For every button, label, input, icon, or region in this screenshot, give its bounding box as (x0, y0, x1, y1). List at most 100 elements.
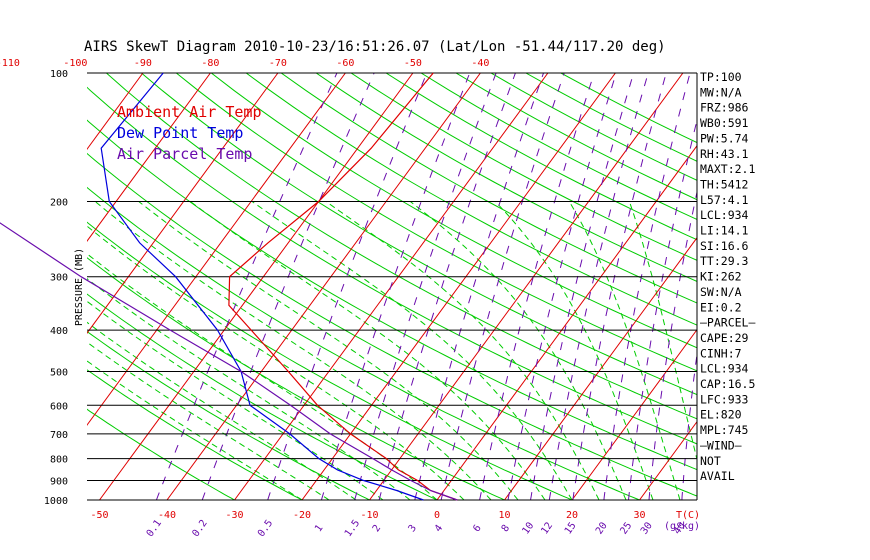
top-temp-tick-label: -50 (404, 58, 422, 69)
dry-adiabat-line (245, 73, 697, 326)
isotherm-line (369, 73, 684, 500)
mixing-ratio-tick-label: 20 (594, 520, 610, 536)
isotherm-line (0, 73, 8, 500)
index-value: L57:4.1 (700, 193, 749, 207)
dry-adiabat-line (87, 257, 505, 500)
index-value: SW:N/A (700, 285, 742, 299)
moist-adiabat-line (409, 201, 627, 500)
bottom-temp-tick-label: 0 (434, 510, 440, 521)
mixing-ratio-tick-label: 30 (639, 520, 655, 536)
index-value: NOT (700, 454, 721, 468)
legend-entry: Ambient Air Temp (117, 103, 262, 121)
isotherm-line (99, 73, 414, 500)
mixing-ratio-unit-label: (g/kg) (664, 521, 700, 532)
dry-adiabat-line (87, 152, 697, 497)
index-value: TP:100 (700, 70, 742, 84)
mixing-ratio-tick-label: 3 (407, 523, 419, 534)
mixing-ratio-tick-label: 6 (471, 523, 483, 534)
pressure-tick-label: 600 (50, 401, 68, 412)
index-value: —WIND— (700, 438, 742, 452)
index-value: CINH:7 (700, 346, 742, 360)
pressure-tick-label: 900 (50, 477, 68, 488)
bottom-temp-tick-label: -30 (225, 510, 243, 521)
isotherm-line (166, 73, 481, 500)
mixing-ratio-line (628, 118, 697, 500)
mixing-ratio-line (648, 189, 697, 500)
dry-adiabat-line (210, 73, 697, 349)
index-value: WB0:591 (700, 116, 749, 130)
series-line (228, 72, 458, 501)
isotherm-line (504, 236, 697, 500)
mixing-ratio-tick-label: 4 (433, 523, 445, 534)
index-value: LCL:934 (700, 362, 749, 376)
dry-adiabat-line (315, 73, 697, 283)
mixing-ratio-line (155, 73, 338, 500)
index-value: PW:5.74 (700, 131, 749, 145)
dry-adiabat-line (525, 73, 697, 162)
legend-entry: Dew Point Temp (117, 124, 243, 142)
mixing-ratio-tick-label: 10 (520, 520, 536, 536)
index-value: MAXT:2.1 (700, 162, 755, 176)
pressure-tick-label: 200 (50, 198, 68, 209)
index-value: MPL:745 (700, 423, 748, 437)
isotherm-line (842, 73, 870, 500)
moist-adiabat-line (87, 360, 303, 500)
moist-adiabat-line (568, 201, 681, 500)
index-value: LFC:933 (700, 392, 749, 406)
pressure-tick-label: 1000 (44, 496, 68, 507)
index-value: KI:262 (700, 270, 742, 284)
bottom-temp-tick-label: -40 (158, 510, 176, 521)
top-temp-tick-label: -90 (134, 58, 152, 69)
dry-adiabat-line (350, 73, 697, 261)
moist-adiabat-line (94, 201, 492, 500)
index-value: TH:5412 (700, 177, 748, 191)
isotherm-line (87, 73, 144, 151)
pressure-tick-label: 300 (50, 273, 68, 284)
dry-adiabat-line (490, 73, 697, 181)
moist-adiabat-line (87, 253, 438, 500)
dry-adiabat-line (87, 119, 697, 471)
top-temp-tick-label: -110 (0, 58, 20, 69)
dry-adiabat-line (87, 221, 573, 500)
top-temp-tick-label: -100 (63, 58, 87, 69)
dry-adiabat-line (106, 73, 697, 420)
index-value: —PARCEL— (700, 316, 755, 330)
dry-adiabat-line (87, 86, 697, 445)
dry-adiabat-line (141, 73, 697, 396)
index-value: LI:14.1 (700, 224, 749, 238)
legend-entry: Air Parcel Temp (117, 145, 252, 163)
mixing-ratio-tick-label: 1.5 (343, 518, 362, 539)
dry-adiabat-line (280, 73, 697, 304)
isotherm-line (301, 73, 616, 500)
mixing-ratio-tick-label: 25 (618, 520, 634, 536)
mixing-ratio-line (572, 73, 667, 500)
index-value: SI:16.6 (700, 239, 749, 253)
index-value: TT:29.3 (700, 254, 749, 268)
index-value: RH:43.1 (700, 147, 749, 161)
mixing-ratio-line (530, 73, 635, 500)
series-line (0, 222, 458, 501)
series-layer (0, 72, 458, 501)
mixing-ratio-tick-label: 15 (563, 520, 579, 536)
dry-adiabat-line (87, 369, 303, 500)
top-temp-tick-label: -40 (471, 58, 489, 69)
mixing-ratio-line (479, 73, 595, 500)
mixing-ratio-line (267, 73, 428, 500)
index-value: FRZ:986 (700, 101, 749, 115)
isotherm-line (87, 73, 346, 426)
mixing-ratio-tick-label: 0.5 (256, 518, 275, 539)
bottom-temp-tick-label: 20 (566, 510, 578, 521)
isotherm-line (775, 73, 870, 500)
y-axis-label: PRESSURE (MB) (74, 248, 85, 326)
pressure-tick-label: 500 (50, 368, 68, 379)
mixing-ratio-line (320, 73, 471, 500)
bottom-temp-tick-label: -10 (360, 510, 378, 521)
isotherm-line (87, 73, 211, 242)
pressure-tick-label: 700 (50, 430, 68, 441)
chart-title: AIRS SkewT Diagram 2010-10-23/16:51:26.0… (84, 39, 666, 55)
pressure-tick-label: 400 (50, 326, 68, 337)
dry-adiabat-line (455, 73, 697, 201)
index-value: MW:N/A (700, 85, 742, 99)
index-value: EL:820 (700, 408, 742, 422)
dry-adiabat-line (175, 73, 697, 372)
